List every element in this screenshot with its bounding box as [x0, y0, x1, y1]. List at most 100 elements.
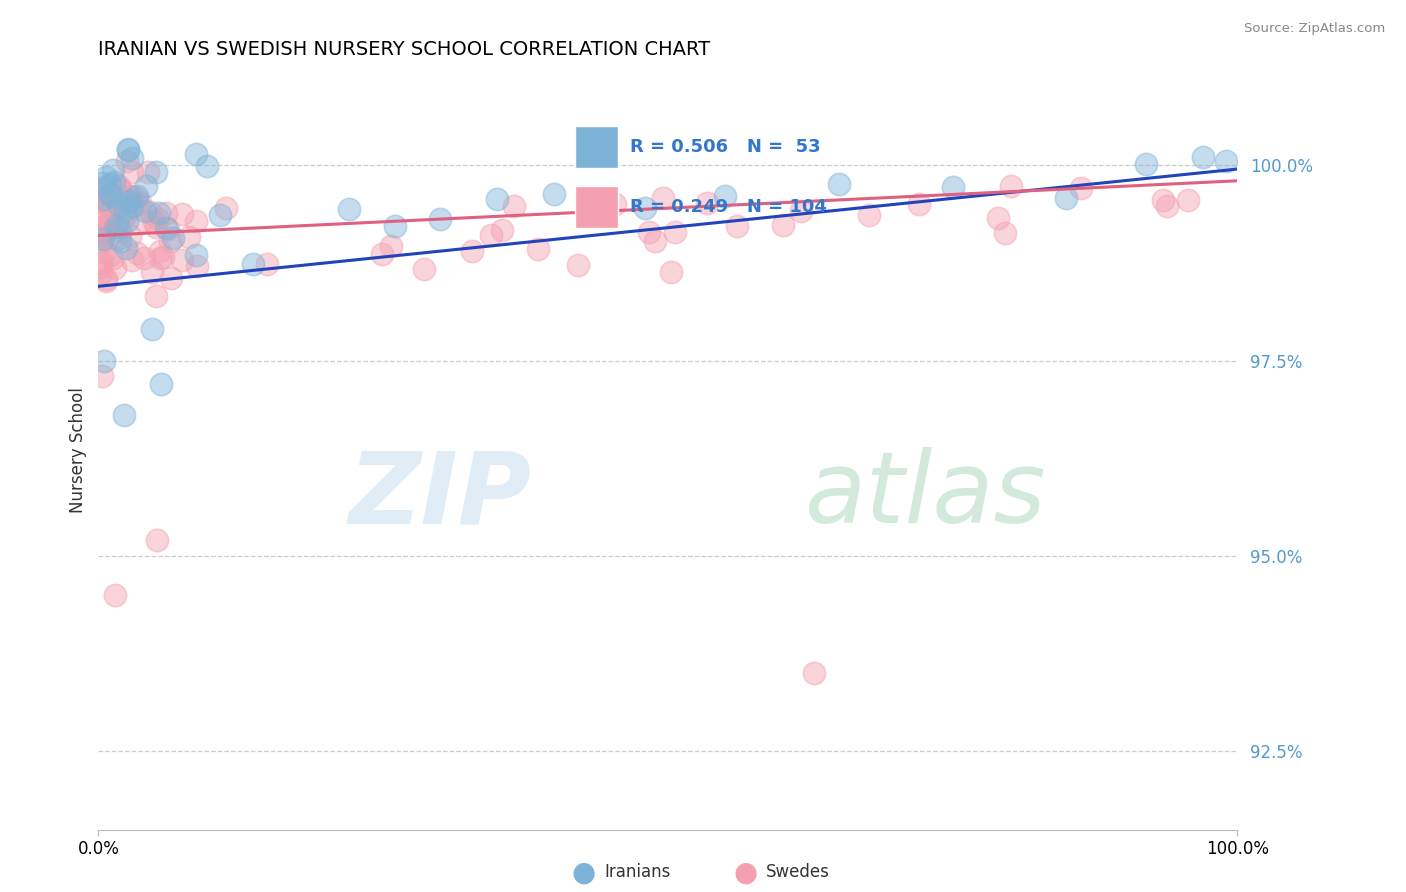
Point	[89, 188, 111, 202]
Point	[127, 189, 149, 203]
Point	[120, 189, 142, 203]
Point	[114, 203, 136, 218]
Point	[100, 188, 122, 202]
Point	[242, 257, 264, 271]
Point	[1156, 199, 1178, 213]
Point	[115, 213, 138, 227]
Point	[114, 209, 136, 223]
Point	[803, 666, 825, 681]
Point	[121, 199, 143, 213]
Point	[94, 197, 117, 211]
Point	[110, 223, 132, 237]
Point	[1177, 193, 1199, 207]
Point	[127, 198, 149, 212]
Point	[141, 265, 163, 279]
Point	[503, 199, 526, 213]
Point	[134, 204, 156, 219]
Point	[90, 215, 112, 229]
Text: Source: ZipAtlas.com: Source: ZipAtlas.com	[1244, 22, 1385, 36]
Point	[907, 196, 929, 211]
Point	[89, 231, 111, 245]
Point	[186, 248, 208, 262]
Point	[97, 218, 120, 232]
Point	[157, 221, 180, 235]
Point	[380, 239, 402, 253]
Point	[139, 205, 162, 219]
Point	[858, 208, 880, 222]
Point	[155, 206, 177, 220]
Point	[93, 192, 115, 206]
Point	[148, 212, 170, 227]
Point	[89, 260, 111, 274]
Point	[98, 200, 121, 214]
Point	[117, 143, 139, 157]
Point	[104, 588, 127, 602]
Point	[155, 220, 177, 235]
Point	[481, 228, 503, 243]
Point	[129, 196, 152, 211]
Point	[114, 241, 136, 255]
Point	[125, 191, 148, 205]
Point	[1056, 191, 1078, 205]
Point	[89, 181, 111, 195]
Point	[256, 257, 278, 271]
Point	[790, 204, 813, 219]
Point	[543, 187, 565, 202]
Point	[108, 219, 131, 234]
Point	[100, 186, 122, 200]
Point	[567, 259, 589, 273]
Point	[141, 322, 163, 336]
Point	[90, 235, 112, 250]
Text: IRANIAN VS SWEDISH NURSERY SCHOOL CORRELATION CHART: IRANIAN VS SWEDISH NURSERY SCHOOL CORREL…	[98, 39, 710, 59]
Point	[108, 198, 131, 212]
Point	[112, 409, 135, 423]
Text: R = 0.506   N =  53: R = 0.506 N = 53	[630, 138, 821, 156]
Point	[103, 176, 125, 190]
Point	[138, 165, 160, 179]
Point	[149, 251, 172, 265]
Point	[93, 193, 115, 207]
Point	[108, 234, 131, 248]
Point	[1152, 193, 1174, 207]
Point	[100, 215, 122, 229]
Point	[90, 228, 112, 243]
Point	[159, 235, 181, 249]
Point	[725, 219, 748, 234]
Point	[772, 219, 794, 233]
Point	[121, 151, 143, 165]
Point	[93, 353, 115, 368]
Point	[603, 196, 626, 211]
Point	[491, 223, 513, 237]
Point	[100, 248, 122, 262]
Point	[94, 274, 117, 288]
Point	[107, 202, 129, 216]
Point	[150, 377, 173, 392]
Point	[215, 201, 238, 215]
Point	[100, 211, 122, 226]
Point	[107, 231, 129, 245]
Point	[177, 230, 200, 244]
Point	[90, 266, 112, 280]
Point	[384, 219, 406, 234]
Point	[98, 187, 121, 202]
Point	[527, 242, 550, 256]
Point	[110, 183, 132, 197]
Point	[118, 189, 141, 203]
Point	[104, 219, 127, 233]
Point	[143, 215, 166, 229]
Point	[209, 208, 232, 222]
Point	[1215, 154, 1237, 169]
Point	[186, 147, 208, 161]
Point	[651, 191, 673, 205]
Point	[644, 234, 666, 248]
Point	[117, 194, 139, 209]
Point	[94, 180, 117, 194]
Point	[1192, 150, 1215, 164]
Point	[90, 255, 112, 269]
Point	[135, 179, 157, 194]
Point	[115, 200, 138, 214]
Point	[148, 206, 170, 220]
Point	[186, 259, 208, 273]
Point	[93, 219, 115, 234]
Point	[146, 533, 169, 548]
